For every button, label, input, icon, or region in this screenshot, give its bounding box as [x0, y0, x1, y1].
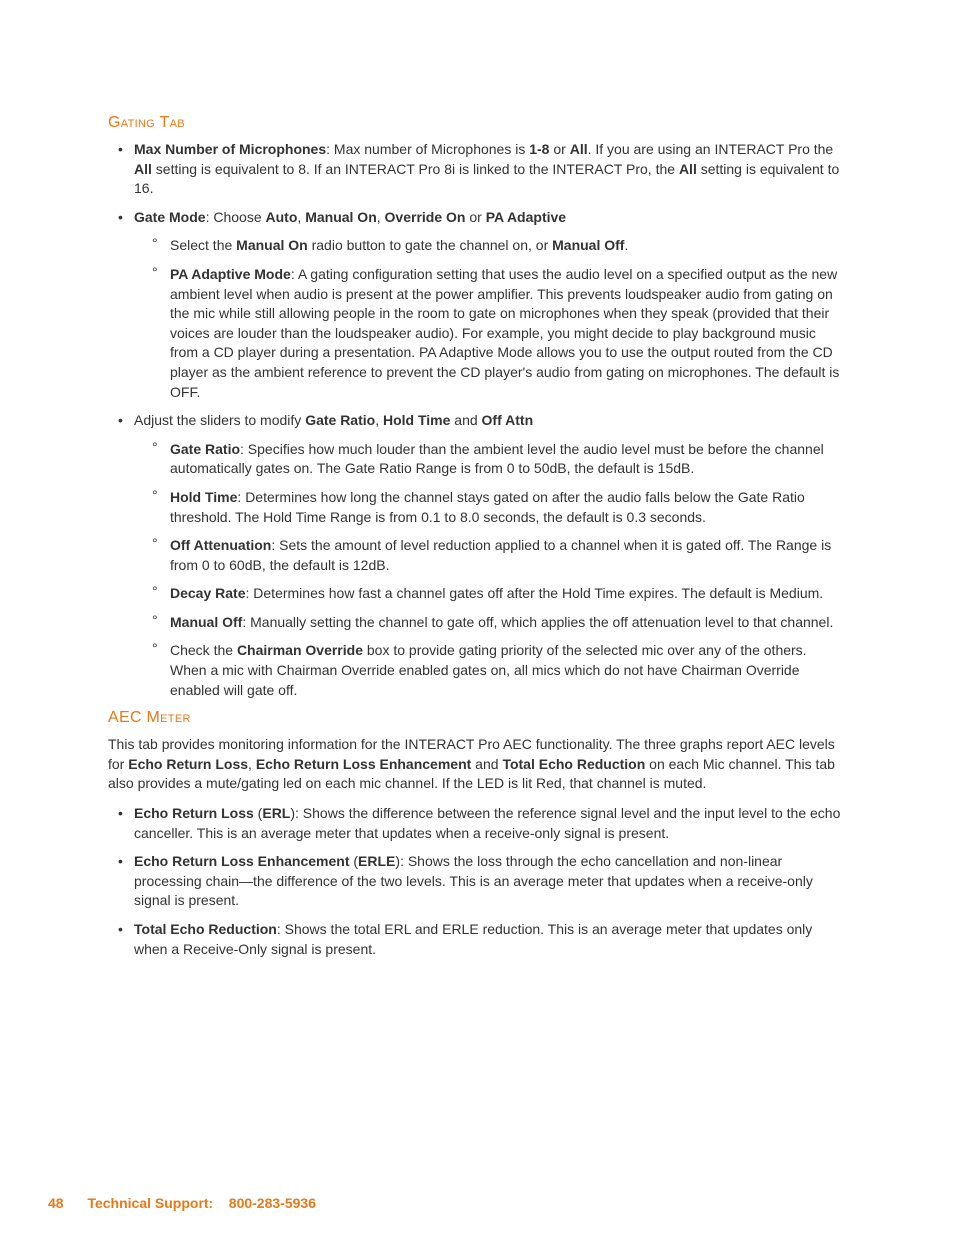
item-erl: Echo Return Loss (ERL): Shows the differ…	[134, 804, 846, 843]
text: ,	[248, 756, 256, 772]
label: Off Attenuation	[170, 537, 271, 553]
tech-support-phone: 800-283-5936	[229, 1195, 316, 1211]
label: PA Adaptive Mode	[170, 266, 291, 282]
all: All	[679, 161, 697, 177]
sub-pa-adaptive: PA Adaptive Mode: A gating configuration…	[170, 265, 846, 402]
label: Total Echo Reduction	[134, 921, 277, 937]
text: ,	[377, 209, 385, 225]
erle: Echo Return Loss Enhancement	[256, 756, 471, 772]
sub-decay-rate: Decay Rate: Determines how fast a channe…	[170, 584, 846, 604]
sub-off-attenuation: Off Attenuation: Sets the amount of leve…	[170, 536, 846, 575]
label: Hold Time	[170, 489, 237, 505]
label: Manual Off	[170, 614, 242, 630]
text: : A gating configuration setting that us…	[170, 266, 839, 400]
manual-off: Manual Off	[552, 237, 624, 253]
hold-time: Hold Time	[383, 412, 450, 428]
label: Echo Return Loss	[134, 805, 254, 821]
label: Max Number of Microphones	[134, 141, 326, 157]
range: 1-8	[529, 141, 549, 157]
label: Gate Mode	[134, 209, 206, 225]
ter: Total Echo Reduction	[502, 756, 645, 772]
gate-ratio: Gate Ratio	[305, 412, 375, 428]
item-gate-mode: Gate Mode: Choose Auto, Manual On, Overr…	[134, 208, 846, 402]
sub-select-manual: Select the Manual On radio button to gat…	[170, 236, 846, 256]
text: or	[549, 141, 569, 157]
gating-list: Max Number of Microphones: Max number of…	[108, 140, 846, 700]
text: Select the	[170, 237, 236, 253]
sub-chairman-override: Check the Chairman Override box to provi…	[170, 641, 846, 700]
tech-support-label: Technical Support:	[87, 1195, 213, 1211]
text: Check the	[170, 642, 237, 658]
sub-gate-ratio: Gate Ratio: Specifies how much louder th…	[170, 440, 846, 479]
aec-intro: This tab provides monitoring information…	[108, 735, 846, 794]
text: : Specifies how much louder than the amb…	[170, 441, 824, 477]
erl: Echo Return Loss	[128, 756, 248, 772]
text: . If you are using an INTERACT Pro the	[588, 141, 834, 157]
opt-override-on: Override On	[385, 209, 466, 225]
opt-pa-adaptive: PA Adaptive	[486, 209, 566, 225]
off-attn: Off Attn	[482, 412, 534, 428]
item-erle: Echo Return Loss Enhancement (ERLE): Sho…	[134, 852, 846, 911]
text: : Determines how long the channel stays …	[170, 489, 805, 525]
label: Gate Ratio	[170, 441, 240, 457]
gate-mode-sublist: Select the Manual On radio button to gat…	[134, 236, 846, 402]
text: Adjust the sliders to modify	[134, 412, 305, 428]
text: : Choose	[206, 209, 266, 225]
opt-auto: Auto	[266, 209, 298, 225]
text: radio button to gate the channel on, or	[308, 237, 552, 253]
item-max-mics: Max Number of Microphones: Max number of…	[134, 140, 846, 199]
all: All	[570, 141, 588, 157]
sub-hold-time: Hold Time: Determines how long the chann…	[170, 488, 846, 527]
all: All	[134, 161, 152, 177]
text: setting is equivalent to 8. If an INTERA…	[152, 161, 679, 177]
opt-manual-on: Manual On	[305, 209, 377, 225]
abbr: ERLE	[358, 853, 395, 869]
label: Decay Rate	[170, 585, 246, 601]
item-sliders: Adjust the sliders to modify Gate Ratio,…	[134, 411, 846, 700]
text: ,	[375, 412, 383, 428]
page-number: 48	[48, 1195, 64, 1211]
page-footer: 48 Technical Support: 800-283-5936	[48, 1195, 316, 1211]
text: : Manually setting the channel to gate o…	[242, 614, 833, 630]
abbr: ERL	[262, 805, 290, 821]
aec-meter-heading: AEC Meter	[108, 709, 846, 727]
document-page: Gating Tab Max Number of Microphones: Ma…	[0, 0, 954, 959]
gating-tab-heading: Gating Tab	[108, 114, 846, 132]
manual-on: Manual On	[236, 237, 308, 253]
label: Chairman Override	[237, 642, 363, 658]
paren: (	[349, 853, 358, 869]
text: or	[465, 209, 485, 225]
text: : Max number of Microphones is	[326, 141, 529, 157]
sliders-sublist: Gate Ratio: Specifies how much louder th…	[134, 440, 846, 701]
text: .	[624, 237, 628, 253]
text: : Determines how fast a channel gates of…	[246, 585, 824, 601]
item-ter: Total Echo Reduction: Shows the total ER…	[134, 920, 846, 959]
sub-manual-off: Manual Off: Manually setting the channel…	[170, 613, 846, 633]
aec-list: Echo Return Loss (ERL): Shows the differ…	[108, 804, 846, 959]
label: Echo Return Loss Enhancement	[134, 853, 349, 869]
text: and	[471, 756, 502, 772]
text: and	[450, 412, 481, 428]
